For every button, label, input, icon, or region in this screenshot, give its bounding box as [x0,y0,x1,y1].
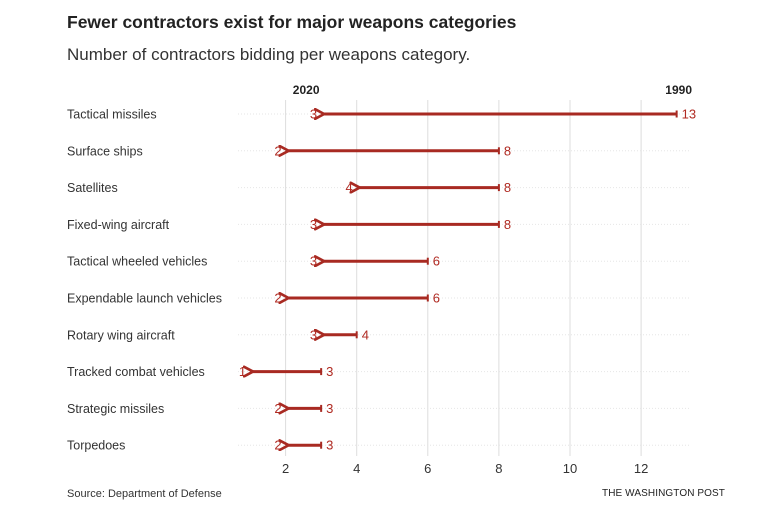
value-2020-label: 2 [274,401,281,416]
chart-row: Tracked combat vehicles 1 3 [67,364,690,379]
value-2020-label: 2 [274,143,281,158]
value-1990-label: 3 [326,364,333,379]
x-tick-label: 4 [353,461,360,476]
value-1990-label: 3 [326,401,333,416]
value-2020-label: 2 [274,291,281,306]
category-label: Torpedoes [67,439,125,453]
chart-row: Tactical missiles 3 13 [67,107,696,122]
x-tick-label: 2 [282,461,289,476]
publisher-credit: THE WASHINGTON POST [602,488,726,499]
category-label: Expendable launch vehicles [67,292,222,306]
value-2020-label: 3 [310,254,317,269]
category-label: Tactical missiles [67,108,157,122]
value-1990-label: 3 [326,438,333,453]
category-label: Satellites [67,181,118,195]
category-label: Surface ships [67,144,143,158]
chart-row: Rotary wing aircraft 3 4 [67,327,690,342]
value-2020-label: 4 [345,180,352,195]
chart-row: Tactical wheeled vehicles 3 6 [67,254,690,269]
x-tick-label: 8 [495,461,502,476]
category-label: Rotary wing aircraft [67,328,175,342]
chart-row: Strategic missiles 2 3 [67,401,690,416]
value-1990-label: 8 [504,180,511,195]
series-label-2020: 2020 [293,83,320,97]
category-label: Tracked combat vehicles [67,365,205,379]
value-1990-label: 6 [433,291,440,306]
chart-row: Satellites 4 8 [67,180,690,195]
value-2020-label: 3 [310,217,317,232]
value-1990-label: 13 [682,107,696,122]
chart-subtitle: Number of contractors bidding per weapon… [67,45,471,64]
series-label-1990: 1990 [665,83,692,97]
chart-row: Torpedoes 2 3 [67,438,690,453]
chart-row: Surface ships 2 8 [67,143,690,158]
x-tick-label: 6 [424,461,431,476]
value-1990-label: 8 [504,143,511,158]
value-2020-label: 2 [274,438,281,453]
x-tick-label: 10 [563,461,577,476]
category-label: Strategic missiles [67,402,164,416]
chart-row: Expendable launch vehicles 2 6 [67,291,690,306]
value-2020-label: 1 [239,364,246,379]
category-label: Tactical wheeled vehicles [67,255,207,269]
category-label: Fixed-wing aircraft [67,218,170,232]
value-2020-label: 3 [310,327,317,342]
chart-title: Fewer contractors exist for major weapon… [67,12,517,32]
value-2020-label: 3 [310,107,317,122]
chart-row: Fixed-wing aircraft 3 8 [67,217,690,232]
source-note: Source: Department of Defense [67,488,222,500]
value-1990-label: 8 [504,217,511,232]
value-1990-label: 6 [433,254,440,269]
value-1990-label: 4 [362,327,369,342]
x-tick-label: 12 [634,461,648,476]
